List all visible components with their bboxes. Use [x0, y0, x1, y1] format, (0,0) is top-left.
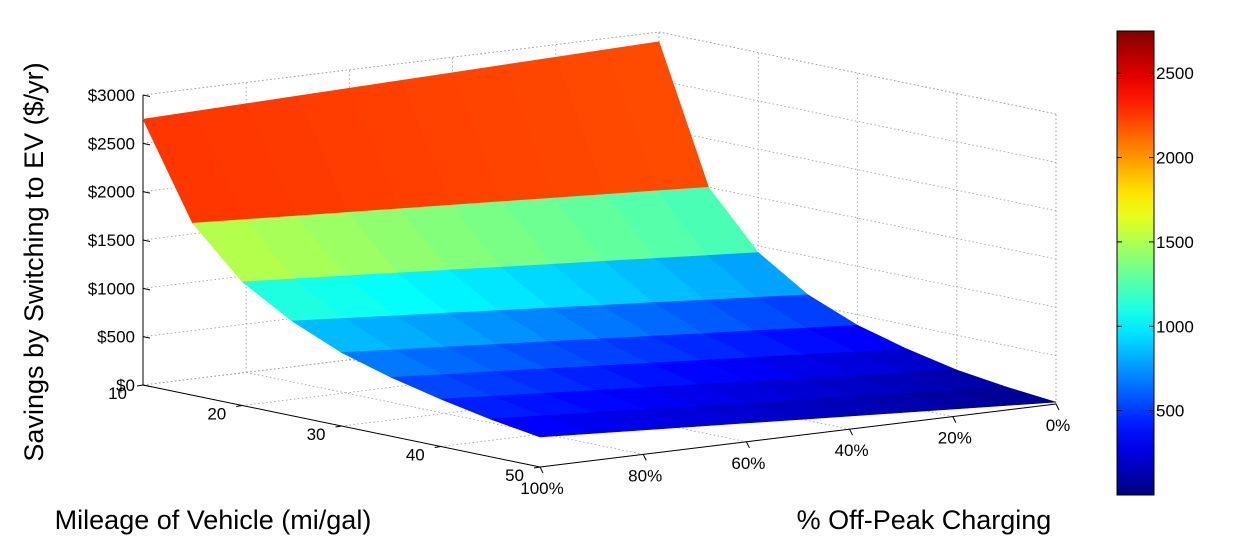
offpeak-tick-label: 100%: [520, 479, 563, 498]
colorbar-tick-label: 2500: [1156, 64, 1194, 83]
z-tick-label: $3000: [88, 86, 135, 105]
mileage-tick-label: 10: [108, 384, 127, 403]
offpeak-tick-label: 80%: [628, 466, 662, 485]
colorbar-gradient: [1117, 31, 1154, 495]
z-tick-label: $2500: [88, 134, 135, 153]
z-tick-label: $500: [97, 328, 135, 347]
mileage-tick-label: 50: [505, 466, 524, 485]
mileage-tick-label: 20: [207, 405, 226, 424]
colorbar-tick-label: 500: [1156, 402, 1184, 421]
offpeak-tick-label: 40%: [835, 441, 869, 460]
colorbar-frame: [1116, 30, 1155, 496]
offpeak-tick-label: 60%: [731, 454, 765, 473]
surface-patch: [490, 415, 592, 438]
colorbar-tick-label: 2000: [1156, 149, 1194, 168]
offpeak-tick-label: 0%: [1046, 416, 1071, 435]
mileage-tick-label: 30: [307, 425, 326, 444]
z-tick-label: $0: [116, 376, 135, 395]
offpeak-tick-label: 20%: [938, 429, 972, 448]
axis-ticks: $0 $500 $1000 $1500 $2000 $2500 $3000 10 20 30 40 5…: [88, 86, 1071, 498]
surface-plot: [142, 41, 1057, 438]
z-tick-label: $1500: [88, 231, 135, 250]
offpeak-axis-label: % Off-Peak Charging: [797, 505, 1052, 535]
z-tick-label: $1000: [88, 279, 135, 298]
mileage-tick-label: 40: [406, 446, 425, 465]
colorbar-tick-label: 1500: [1156, 233, 1194, 252]
colorbar-tick-label: 1000: [1156, 317, 1194, 336]
mileage-axis-label: Mileage of Vehicle (mi/gal): [55, 505, 372, 535]
colorbar: 500 1000 1500 2000 2500: [1116, 30, 1194, 496]
z-axis-label: Savings by Switching to EV ($/yr): [19, 62, 49, 461]
z-tick-label: $2000: [88, 183, 135, 202]
